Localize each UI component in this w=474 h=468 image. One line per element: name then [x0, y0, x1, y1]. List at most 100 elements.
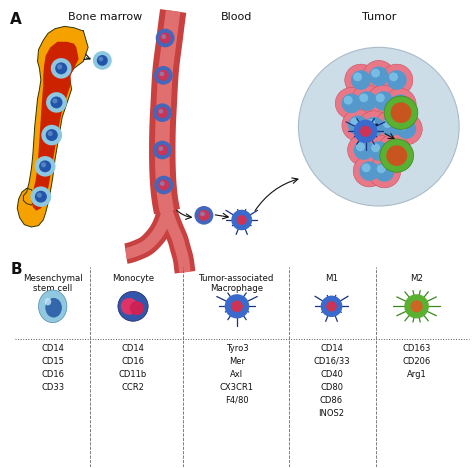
Text: CD14: CD14: [122, 344, 145, 353]
Circle shape: [55, 62, 67, 74]
Circle shape: [380, 139, 414, 172]
Circle shape: [157, 145, 168, 155]
Circle shape: [157, 107, 168, 118]
Circle shape: [344, 96, 353, 105]
Text: Arg1: Arg1: [407, 370, 427, 379]
Circle shape: [386, 142, 395, 151]
Polygon shape: [17, 26, 88, 227]
Text: CD15: CD15: [41, 357, 64, 366]
Ellipse shape: [45, 298, 51, 306]
Circle shape: [351, 70, 371, 90]
Text: CCR2: CCR2: [122, 383, 145, 392]
Circle shape: [155, 176, 173, 194]
Circle shape: [153, 141, 172, 159]
Circle shape: [231, 300, 243, 312]
Circle shape: [341, 94, 361, 113]
Circle shape: [392, 97, 401, 106]
Circle shape: [39, 161, 51, 172]
Text: CD40: CD40: [320, 370, 343, 379]
Circle shape: [158, 146, 163, 151]
Text: CD14: CD14: [320, 344, 343, 353]
Circle shape: [199, 210, 210, 221]
Circle shape: [41, 162, 46, 168]
Circle shape: [93, 51, 112, 70]
Text: CD11b: CD11b: [119, 370, 147, 379]
Circle shape: [158, 109, 163, 114]
Circle shape: [357, 91, 377, 111]
Text: B: B: [10, 262, 22, 277]
Circle shape: [374, 111, 407, 143]
Circle shape: [159, 72, 164, 76]
Circle shape: [99, 57, 103, 61]
Text: CD80: CD80: [320, 383, 343, 392]
Circle shape: [97, 55, 108, 66]
Text: M2: M2: [410, 274, 423, 283]
Circle shape: [130, 301, 144, 315]
Circle shape: [364, 117, 384, 137]
Ellipse shape: [46, 298, 62, 317]
Text: Tyro3: Tyro3: [226, 344, 248, 353]
Circle shape: [371, 69, 380, 78]
Circle shape: [362, 163, 371, 172]
Circle shape: [396, 119, 416, 139]
Text: CD14: CD14: [41, 344, 64, 353]
Text: Mesenchymal
stem cell: Mesenchymal stem cell: [23, 274, 82, 293]
Text: Tumor: Tumor: [362, 12, 396, 22]
Circle shape: [30, 186, 51, 207]
Circle shape: [118, 292, 148, 321]
Circle shape: [231, 210, 252, 230]
Polygon shape: [157, 208, 195, 274]
Circle shape: [381, 117, 401, 137]
Text: CD86: CD86: [320, 396, 343, 405]
Text: CD16/33: CD16/33: [313, 357, 350, 366]
Text: M1: M1: [325, 274, 338, 283]
Text: CX3CR1: CX3CR1: [220, 383, 254, 392]
Text: F4/80: F4/80: [225, 396, 249, 405]
Polygon shape: [31, 42, 79, 211]
Polygon shape: [149, 9, 186, 214]
Circle shape: [363, 135, 395, 167]
Circle shape: [351, 85, 383, 117]
Circle shape: [384, 96, 418, 129]
Circle shape: [160, 33, 171, 44]
Circle shape: [366, 119, 375, 128]
Circle shape: [358, 111, 390, 143]
Circle shape: [354, 120, 377, 143]
Circle shape: [360, 126, 371, 137]
Circle shape: [390, 113, 422, 145]
Text: CD206: CD206: [402, 357, 431, 366]
Circle shape: [386, 145, 407, 166]
Text: CD16: CD16: [121, 357, 145, 366]
Polygon shape: [162, 210, 191, 273]
Circle shape: [399, 121, 408, 130]
Circle shape: [353, 155, 385, 187]
Circle shape: [384, 140, 404, 160]
Circle shape: [353, 73, 362, 81]
Circle shape: [36, 192, 42, 197]
Circle shape: [374, 91, 393, 111]
Circle shape: [194, 206, 213, 225]
Circle shape: [374, 162, 394, 182]
Circle shape: [35, 191, 47, 203]
Circle shape: [359, 94, 368, 102]
Circle shape: [35, 156, 55, 176]
Text: INOS2: INOS2: [319, 409, 345, 418]
Circle shape: [299, 47, 459, 206]
Circle shape: [200, 212, 205, 216]
Polygon shape: [125, 209, 177, 264]
Circle shape: [390, 95, 410, 114]
Text: CD16: CD16: [41, 370, 64, 379]
Circle shape: [160, 181, 164, 186]
Polygon shape: [155, 10, 181, 213]
Circle shape: [377, 164, 386, 173]
Circle shape: [368, 156, 401, 188]
Circle shape: [359, 161, 379, 181]
Circle shape: [369, 141, 389, 161]
Circle shape: [225, 294, 249, 318]
Circle shape: [348, 116, 368, 135]
Circle shape: [326, 301, 337, 312]
Circle shape: [410, 300, 423, 313]
Circle shape: [46, 92, 67, 113]
Circle shape: [342, 110, 374, 141]
Text: Blood: Blood: [221, 12, 253, 22]
